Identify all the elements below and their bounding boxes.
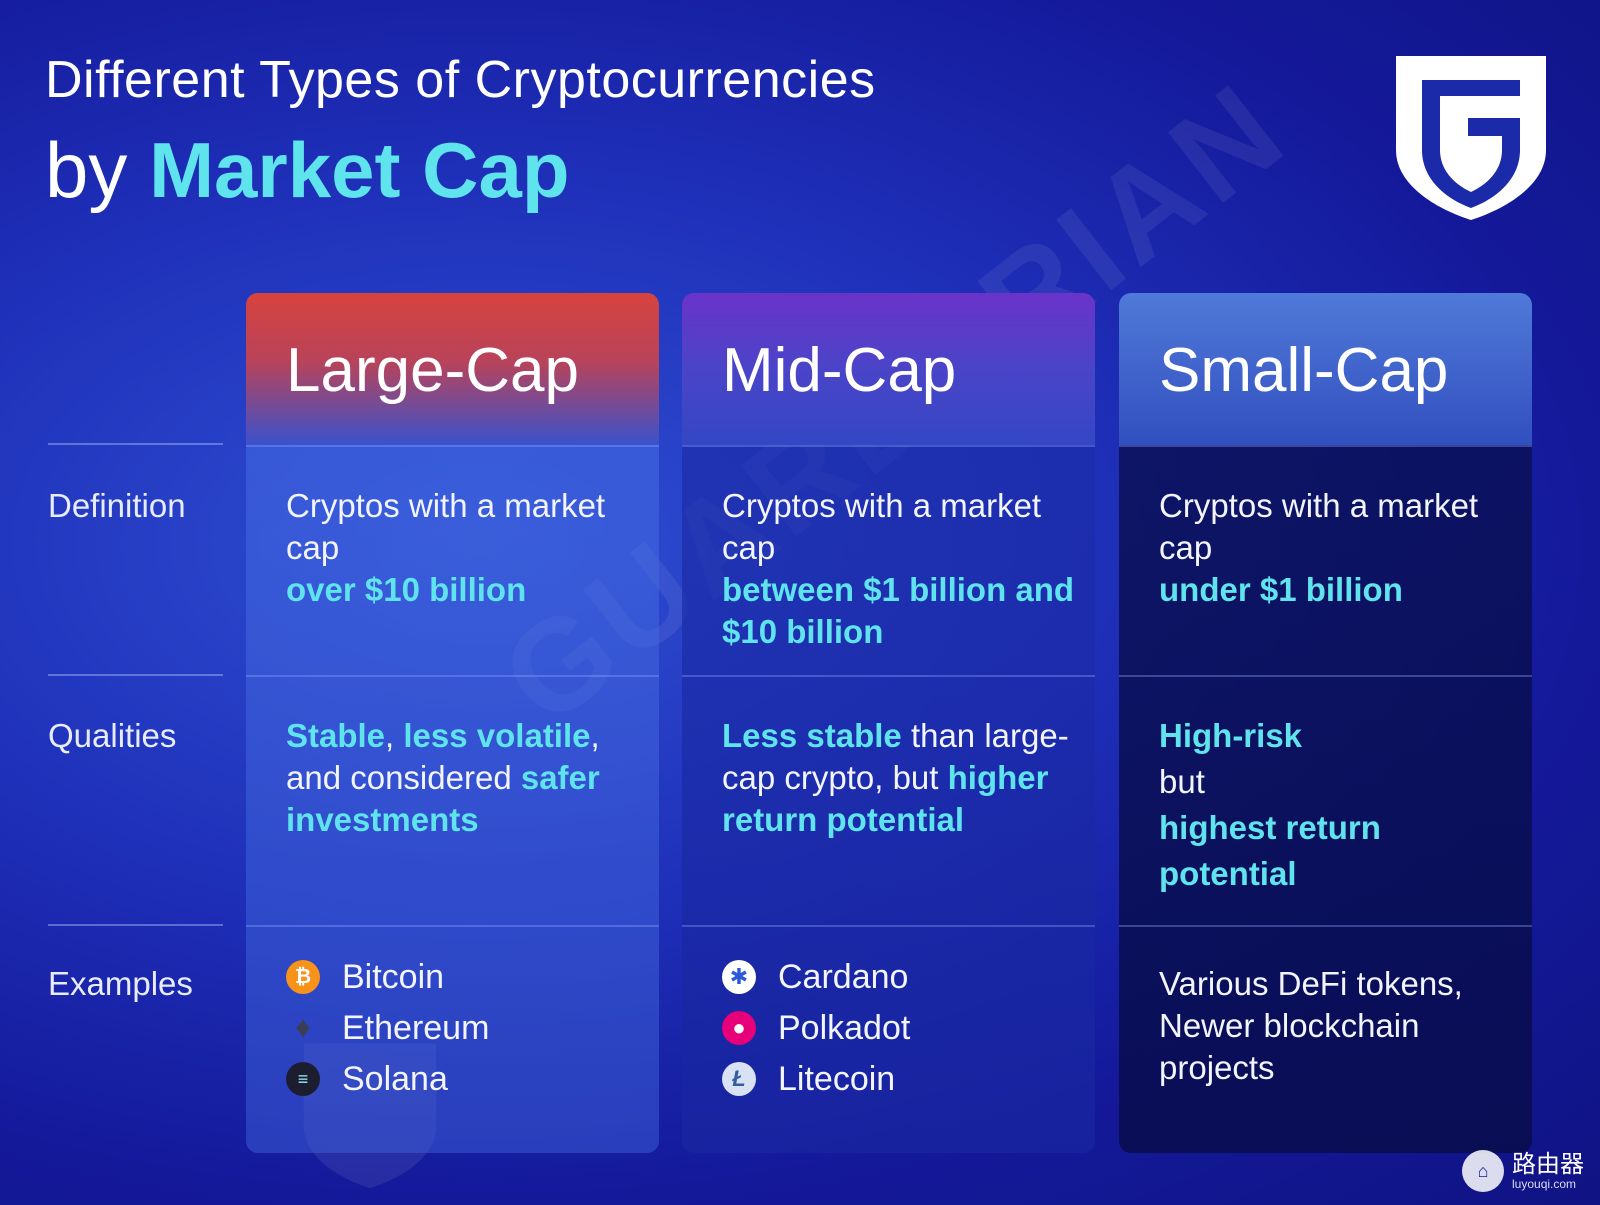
definition-text: Cryptos with a market cap (1159, 487, 1479, 566)
qualities-highlight: less volatile (403, 717, 591, 754)
example-item: ✱ Cardano (722, 951, 1075, 1002)
cell-divider (1119, 445, 1532, 447)
qualities-text: , (385, 717, 395, 754)
qualities-text: , and considered (286, 717, 600, 796)
solana-icon: ≡ (286, 1061, 320, 1096)
definition-small-cap: Cryptos with a market cap under $1 billi… (1119, 485, 1532, 611)
qualities-text: but (1159, 763, 1205, 800)
examples-text: Various DeFi tokens, Newer blockchain pr… (1159, 965, 1463, 1086)
qualities-highlight: safer investments (286, 759, 600, 838)
example-item: ≡ Solana (286, 1053, 639, 1104)
cell-divider (246, 925, 659, 927)
ethereum-icon: ♦ (295, 1010, 311, 1044)
cell-divider (682, 925, 1095, 927)
qualities-mid-cap: Less stable than large-cap crypto, but h… (682, 715, 1095, 841)
definition-text: Cryptos with a market cap (286, 487, 606, 566)
column-small-cap: Small-Cap Cryptos with a market cap unde… (1119, 293, 1532, 1153)
guardarian-shield-logo (1396, 56, 1546, 220)
row-label-qualities: Qualities (48, 717, 177, 754)
qualities-highlight: Stable (286, 717, 386, 754)
definition-highlight: over $10 billion (286, 571, 527, 608)
label-divider (48, 924, 223, 926)
cardano-icon: ✱ (722, 959, 756, 994)
definition-large-cap: Cryptos with a market cap over $10 billi… (246, 485, 659, 611)
qualities-highlight: Less stable (722, 717, 902, 754)
definition-text: Cryptos with a market cap (722, 487, 1042, 566)
site-watermark-logo: ⌂ 路由器 luyouqi.com (1462, 1150, 1584, 1192)
example-name: Cardano (778, 957, 909, 996)
examples-small-cap: Various DeFi tokens, Newer blockchain pr… (1119, 963, 1532, 1089)
qualities-highlight: highest return potential (1159, 809, 1381, 892)
examples-mid-cap: ✱ Cardano ● Polkadot Ł Litecoin (682, 951, 1095, 1104)
qualities-highlight: High-risk (1159, 717, 1303, 754)
page-title-line1: Different Types of Cryptocurrencies (45, 51, 876, 109)
definition-mid-cap: Cryptos with a market cap between $1 bil… (682, 485, 1095, 653)
column-title-small-cap: Small-Cap (1119, 293, 1532, 445)
row-label-definition: Definition (48, 487, 186, 524)
polkadot-icon: ● (722, 1010, 756, 1045)
brand-name: 路由器 (1512, 1150, 1584, 1178)
cell-divider (682, 675, 1095, 677)
qualities-highlight: higher return potential (722, 759, 1049, 838)
column-large-cap: Large-Cap Cryptos with a market cap over… (246, 293, 659, 1153)
cell-divider (246, 675, 659, 677)
label-divider (48, 674, 223, 676)
definition-highlight: under $1 billion (1159, 571, 1403, 608)
example-name: Polkadot (778, 1008, 911, 1047)
example-item: Ł Litecoin (722, 1053, 1075, 1104)
bitcoin-icon: ₿ (286, 959, 320, 994)
qualities-small-cap: High-risk but highest return potential (1119, 713, 1532, 897)
cell-divider (246, 445, 659, 447)
example-item: ● Polkadot (722, 1002, 1075, 1053)
column-mid-cap: Mid-Cap Cryptos with a market cap betwee… (682, 293, 1095, 1153)
litecoin-icon: Ł (722, 1061, 756, 1096)
column-title-large-cap: Large-Cap (246, 293, 659, 445)
column-title-mid-cap: Mid-Cap (682, 293, 1095, 445)
examples-large-cap: ₿ Bitcoin ♦ Ethereum ≡ Solana (246, 951, 659, 1104)
row-label-examples: Examples (48, 965, 193, 1002)
title-prefix: by (45, 126, 128, 214)
qualities-text: than large-cap crypto, but (722, 717, 1069, 796)
example-name: Litecoin (778, 1059, 896, 1098)
title-accent: Market Cap (149, 126, 570, 214)
example-item: ♦ Ethereum (286, 1002, 639, 1053)
qualities-large-cap: Stable, less volatile, and considered sa… (246, 715, 659, 841)
example-name: Bitcoin (342, 957, 445, 996)
example-item: ₿ Bitcoin (286, 951, 639, 1002)
example-name: Ethereum (342, 1008, 490, 1047)
example-name: Solana (342, 1059, 448, 1098)
cell-divider (1119, 925, 1532, 927)
label-divider (48, 443, 223, 445)
router-icon: ⌂ (1462, 1150, 1504, 1192)
page-title-line2: by Market Cap (45, 125, 570, 216)
cell-divider (1119, 675, 1532, 677)
cell-divider (682, 445, 1095, 447)
definition-highlight: between $1 billion and $10 billion (722, 571, 1075, 650)
brand-url: luyouqi.com (1512, 1177, 1577, 1191)
